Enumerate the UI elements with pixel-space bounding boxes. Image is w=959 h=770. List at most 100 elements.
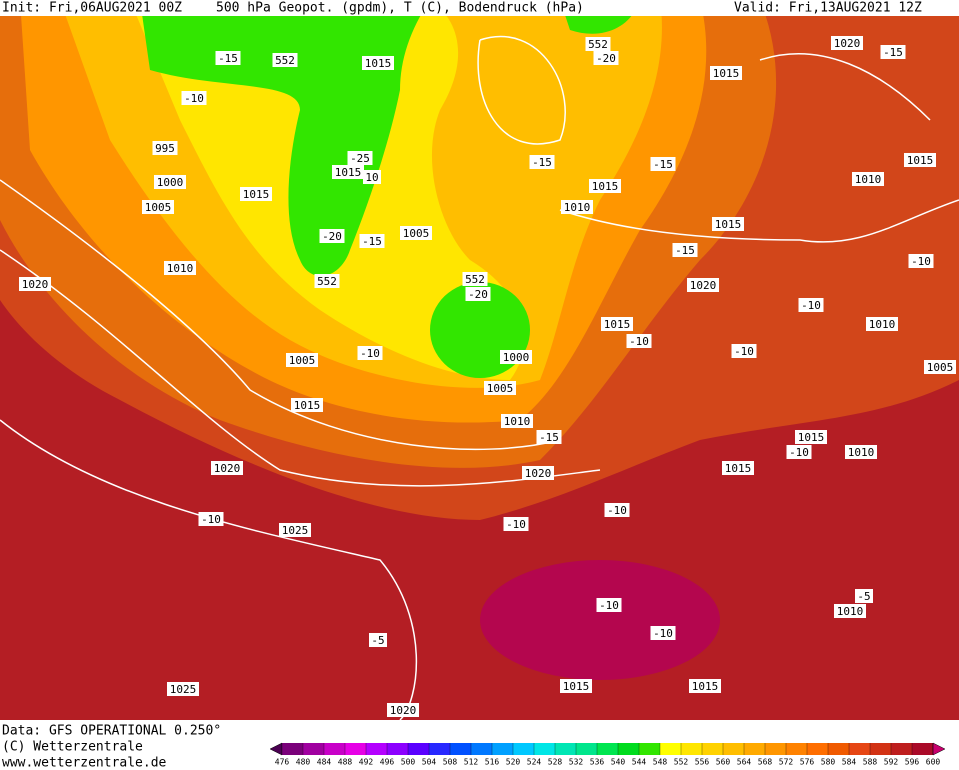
contour-label: -10	[607, 504, 627, 517]
colorbar-label: 512	[464, 758, 479, 767]
label-box	[291, 398, 323, 412]
contour-label: 1015	[563, 680, 590, 693]
colorbar-segment	[450, 743, 471, 755]
contour-label: 10	[365, 171, 378, 184]
colorbar-label: 508	[443, 758, 458, 767]
colorbar-segment	[555, 743, 576, 755]
contour-label: -15	[218, 52, 238, 65]
colorbar-segment	[702, 743, 723, 755]
colorbar-segment	[681, 743, 702, 755]
label-box	[332, 165, 364, 179]
colorbar-segment	[534, 743, 555, 755]
label-box	[347, 151, 373, 165]
website: www.wetterzentrale.de	[2, 756, 167, 770]
colorbar-label: 600	[926, 758, 941, 767]
label-box	[593, 51, 619, 65]
label-box	[904, 153, 936, 167]
label-box	[215, 51, 241, 65]
colorbar-label: 568	[758, 758, 773, 767]
label-box	[687, 278, 719, 292]
label-box	[529, 155, 555, 169]
contour-label: -15	[675, 244, 695, 257]
label-box	[363, 170, 381, 184]
label-box	[181, 91, 207, 105]
label-box	[585, 37, 611, 51]
label-box	[154, 175, 186, 189]
colorbar-label: 500	[401, 758, 416, 767]
colorbar-segment	[345, 743, 366, 755]
label-box	[362, 56, 394, 70]
contour-label: -10	[629, 335, 649, 348]
label-box	[710, 66, 742, 80]
contour-label: 552	[465, 273, 485, 286]
contour-label: -15	[532, 156, 552, 169]
label-box	[924, 360, 956, 374]
colorbar-segment	[870, 743, 891, 755]
contour-label: -15	[883, 46, 903, 59]
label-box	[561, 200, 593, 214]
colorbar-segment	[492, 743, 513, 755]
contour-label: 1020	[690, 279, 717, 292]
colorbar-segment	[660, 743, 681, 755]
isobar	[559, 199, 959, 243]
colorbar-end	[269, 742, 283, 756]
contour-label: -10	[599, 599, 619, 612]
label-box	[560, 679, 592, 693]
colorbar-label: 496	[380, 758, 395, 767]
label-box	[314, 274, 340, 288]
label-box	[279, 523, 311, 537]
colorbar-label: 548	[653, 758, 668, 767]
contour-label: -25	[350, 152, 370, 165]
contour-label: 1015	[692, 680, 719, 693]
temp-region	[480, 560, 720, 680]
colorbar-label: 480	[296, 758, 311, 767]
colorbar-segment	[849, 743, 870, 755]
contour-label: 1005	[145, 201, 172, 214]
colorbar-segment	[765, 743, 786, 755]
colorbar-label: 524	[527, 758, 542, 767]
colorbar-label: 488	[338, 758, 353, 767]
label-box	[286, 353, 318, 367]
map	[0, 0, 959, 721]
contour-label: 1010	[869, 318, 896, 331]
colorbar-label: 560	[716, 758, 731, 767]
label-box	[272, 53, 298, 67]
contour-label: 552	[317, 275, 337, 288]
label-box	[834, 604, 866, 618]
contour-label: 1020	[22, 278, 49, 291]
colorbar-segment	[639, 743, 660, 755]
contour-label: 1020	[214, 462, 241, 475]
label-box	[626, 334, 652, 348]
label-box	[712, 217, 744, 231]
label-box	[369, 633, 387, 647]
colorbar-segment	[513, 743, 534, 755]
contour-label: 1015	[294, 399, 321, 412]
header-bar	[0, 0, 959, 16]
contour-label: -20	[596, 52, 616, 65]
contour-label: 1000	[157, 176, 184, 189]
contour-label: -20	[468, 288, 488, 301]
label-box	[589, 179, 621, 193]
colorbar-segment	[576, 743, 597, 755]
contour-label: -10	[506, 518, 526, 531]
colorbar-segment	[282, 743, 303, 755]
colorbar-label: 536	[590, 758, 605, 767]
label-box	[462, 272, 488, 286]
contour-label: 1010	[848, 446, 875, 459]
colorbar-label: 504	[422, 758, 437, 767]
contour-label: 1015	[335, 166, 362, 179]
colorbar-label: 552	[674, 758, 689, 767]
colorbar-end	[932, 742, 946, 756]
label-box	[522, 466, 554, 480]
contour-label: -15	[539, 431, 559, 444]
label-box	[852, 172, 884, 186]
isobar	[0, 179, 561, 451]
colorbar-label: 580	[821, 758, 836, 767]
label-box	[500, 350, 532, 364]
colorbar-segment	[912, 743, 933, 755]
label-box	[722, 461, 754, 475]
map-title: 500 hPa Geopot. (gpdm), T (C), Bodendruc…	[216, 1, 584, 16]
colorbar-label: 596	[905, 758, 920, 767]
